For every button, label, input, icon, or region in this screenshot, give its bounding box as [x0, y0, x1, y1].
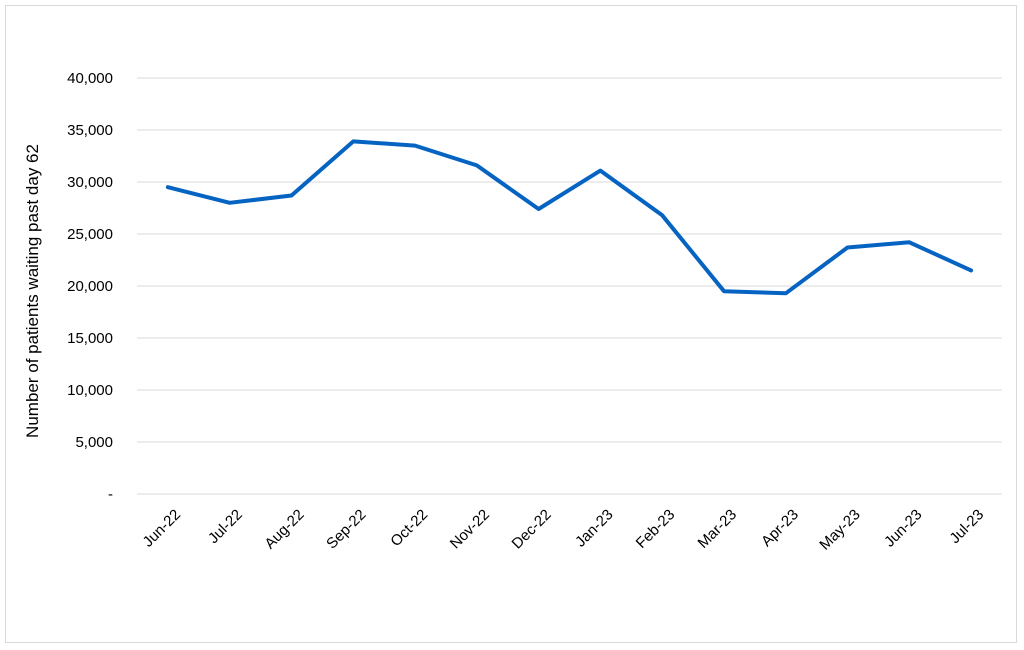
- x-tick-label: Feb-23: [633, 506, 679, 552]
- y-tick-label: -: [108, 486, 113, 503]
- y-axis-label: Number of patients waiting past day 62: [23, 144, 42, 438]
- x-tick-label: Sep-22: [323, 506, 369, 552]
- line-chart: - 5,000 10,000 15,000 20,000 25,000 30,000 35,0…: [23, 70, 1002, 554]
- x-tick-label: Apr-23: [758, 506, 802, 550]
- x-tick-label: Jun-23: [881, 506, 925, 550]
- y-tick-label: 35,000: [67, 122, 113, 139]
- y-tick-label: 30,000: [67, 174, 113, 191]
- y-tick-label: 20,000: [67, 278, 113, 295]
- x-tick-label: Jul-22: [205, 506, 246, 547]
- x-tick-label: Jun-22: [140, 506, 184, 550]
- y-tick-label: 10,000: [67, 382, 113, 399]
- x-tick-label: Dec-22: [509, 506, 555, 552]
- y-tick-label: 15,000: [67, 330, 113, 347]
- x-tick-label: Aug-22: [261, 506, 307, 552]
- x-tick-label: Mar-23: [695, 506, 741, 552]
- x-tick-label: Oct-22: [387, 506, 431, 550]
- y-tick-label: 25,000: [67, 226, 113, 243]
- x-tick-label: Jan-23: [572, 506, 616, 550]
- series-line: [165, 139, 974, 296]
- x-tick-label: Nov-22: [447, 506, 493, 552]
- y-axis-ticks: - 5,000 10,000 15,000 20,000 25,000 30,000 35,0…: [67, 70, 113, 503]
- chart-frame: - 5,000 10,000 15,000 20,000 25,000 30,000 35,0…: [5, 5, 1017, 643]
- x-tick-label: Jul-23: [946, 506, 987, 547]
- x-axis-ticks: Jun-22 Jul-22 Aug-22 Sep-22 Oct-22 Nov-22 Dec-…: [140, 506, 988, 553]
- y-tick-label: 40,000: [67, 70, 113, 87]
- gridlines: [137, 77, 1002, 495]
- x-tick-label: May-23: [816, 506, 863, 553]
- y-tick-label: 5,000: [75, 434, 113, 451]
